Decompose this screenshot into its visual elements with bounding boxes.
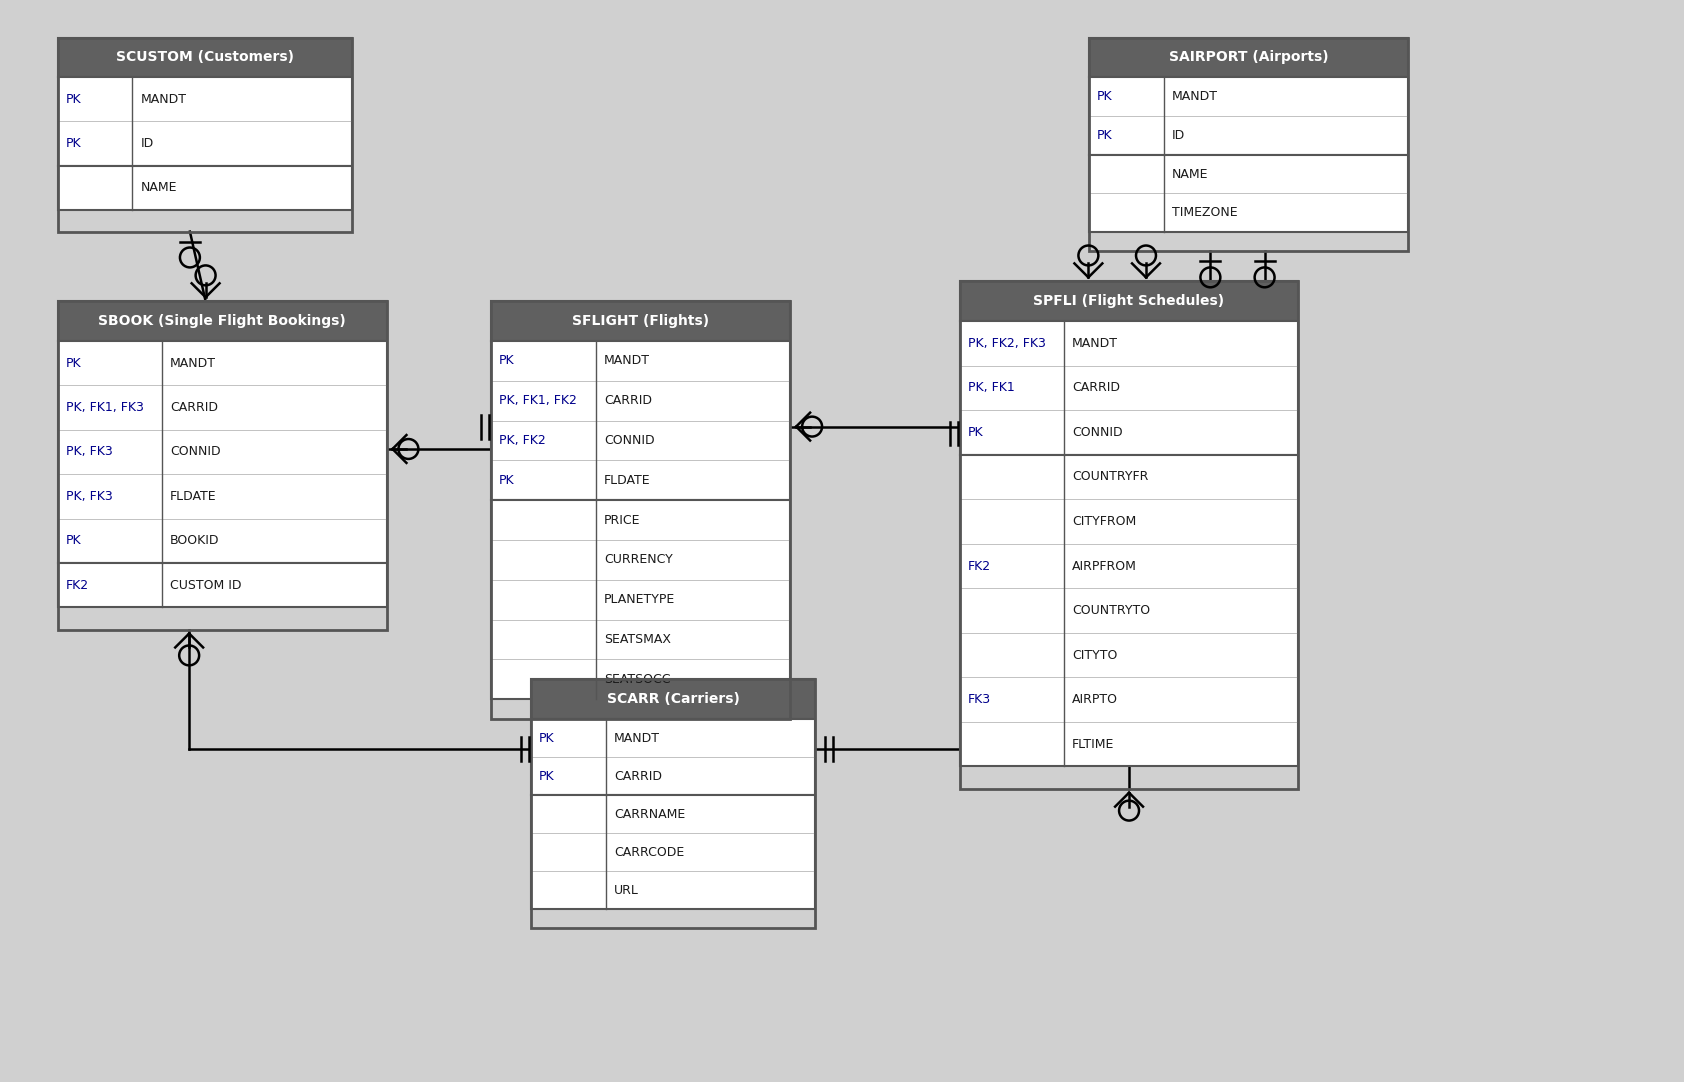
Text: PK: PK [66, 137, 81, 150]
Text: ID: ID [140, 137, 153, 150]
Text: SCARR (Carriers): SCARR (Carriers) [606, 692, 739, 707]
Bar [530, 679, 815, 928]
Bar [960, 281, 1298, 321]
Text: MANDT: MANDT [1073, 337, 1118, 349]
Text: SPFLI (Flight Schedules): SPFLI (Flight Schedules) [1034, 294, 1224, 308]
Text: PK: PK [66, 357, 81, 370]
Text: CONNID: CONNID [170, 446, 221, 459]
Bar [492, 301, 790, 341]
Bar [57, 166, 352, 210]
Bar [492, 301, 790, 720]
Text: PK: PK [66, 93, 81, 106]
Text: COUNTRYTO: COUNTRYTO [1073, 604, 1150, 617]
Text: FK2: FK2 [968, 559, 990, 572]
Text: PK, FK3: PK, FK3 [66, 490, 113, 503]
Text: SCUSTOM (Customers): SCUSTOM (Customers) [116, 51, 293, 65]
Text: CARRID: CARRID [170, 401, 219, 414]
Bar [57, 38, 352, 78]
Text: FK3: FK3 [968, 694, 990, 707]
Text: PK: PK [1098, 90, 1113, 103]
Text: PK, FK2, FK3: PK, FK2, FK3 [968, 337, 1046, 349]
Text: AIRPFROM: AIRPFROM [1073, 559, 1137, 572]
Text: SAIRPORT (Airports): SAIRPORT (Airports) [1169, 51, 1329, 65]
Text: BOOKID: BOOKID [170, 535, 219, 547]
Text: PK: PK [968, 426, 983, 439]
Text: CARRID: CARRID [605, 394, 652, 407]
Bar [960, 454, 1298, 766]
Text: ID: ID [1172, 129, 1186, 142]
Text: PK: PK [539, 769, 554, 782]
Text: PLANETYPE: PLANETYPE [605, 593, 675, 606]
Bar [57, 78, 352, 166]
Text: MANDT: MANDT [170, 357, 216, 370]
Text: NAME: NAME [140, 181, 177, 194]
Text: PK: PK [498, 474, 515, 487]
Text: PK: PK [539, 731, 554, 744]
Text: MANDT: MANDT [613, 731, 660, 744]
Text: FLDATE: FLDATE [605, 474, 650, 487]
Text: CUSTOM ID: CUSTOM ID [170, 579, 242, 592]
Bar [492, 341, 790, 500]
Text: PK: PK [66, 535, 81, 547]
Text: SEATSMAX: SEATSMAX [605, 633, 670, 646]
Bar [530, 679, 815, 720]
Text: CONNID: CONNID [605, 434, 655, 447]
Text: MANDT: MANDT [140, 93, 187, 106]
Bar [57, 301, 387, 341]
Text: COUNTRYFR: COUNTRYFR [1073, 471, 1148, 484]
Text: PRICE: PRICE [605, 514, 640, 527]
Bar [960, 281, 1298, 789]
Text: PK, FK1: PK, FK1 [968, 382, 1014, 395]
Text: MANDT: MANDT [1172, 90, 1218, 103]
Text: SEATSOCC: SEATSOCC [605, 673, 670, 686]
Text: CARRID: CARRID [1073, 382, 1120, 395]
Text: FLTIME: FLTIME [1073, 738, 1115, 751]
Bar [57, 563, 387, 607]
Text: SBOOK (Single Flight Bookings): SBOOK (Single Flight Bookings) [98, 314, 345, 328]
Text: NAME: NAME [1172, 168, 1209, 181]
Text: PK: PK [1098, 129, 1113, 142]
Text: AIRPTO: AIRPTO [1073, 694, 1118, 707]
Text: SFLIGHT (Flights): SFLIGHT (Flights) [573, 314, 709, 328]
Bar [1090, 38, 1408, 251]
Text: CITYTO: CITYTO [1073, 648, 1118, 661]
Text: PK, FK2: PK, FK2 [498, 434, 546, 447]
Bar [1090, 38, 1408, 78]
Text: PK, FK1, FK2: PK, FK1, FK2 [498, 394, 578, 407]
Text: URL: URL [613, 884, 638, 897]
Bar [530, 795, 815, 909]
Text: CARRNAME: CARRNAME [613, 807, 685, 820]
Text: MANDT: MANDT [605, 355, 650, 368]
Text: CURRENCY: CURRENCY [605, 553, 672, 566]
Bar [57, 341, 387, 563]
Bar [1090, 155, 1408, 233]
Text: CONNID: CONNID [1073, 426, 1123, 439]
Text: CARRID: CARRID [613, 769, 662, 782]
Bar [57, 38, 352, 232]
Text: PK, FK1, FK3: PK, FK1, FK3 [66, 401, 143, 414]
Bar [492, 500, 790, 699]
Text: FLDATE: FLDATE [170, 490, 217, 503]
Bar [57, 301, 387, 630]
Text: TIMEZONE: TIMEZONE [1172, 207, 1238, 220]
Bar [1090, 78, 1408, 155]
Text: PK, FK3: PK, FK3 [66, 446, 113, 459]
Text: CITYFROM: CITYFROM [1073, 515, 1137, 528]
Text: PK: PK [498, 355, 515, 368]
Text: CARRCODE: CARRCODE [613, 845, 684, 858]
Text: FK2: FK2 [66, 579, 89, 592]
Bar [530, 720, 815, 795]
Bar [960, 321, 1298, 454]
